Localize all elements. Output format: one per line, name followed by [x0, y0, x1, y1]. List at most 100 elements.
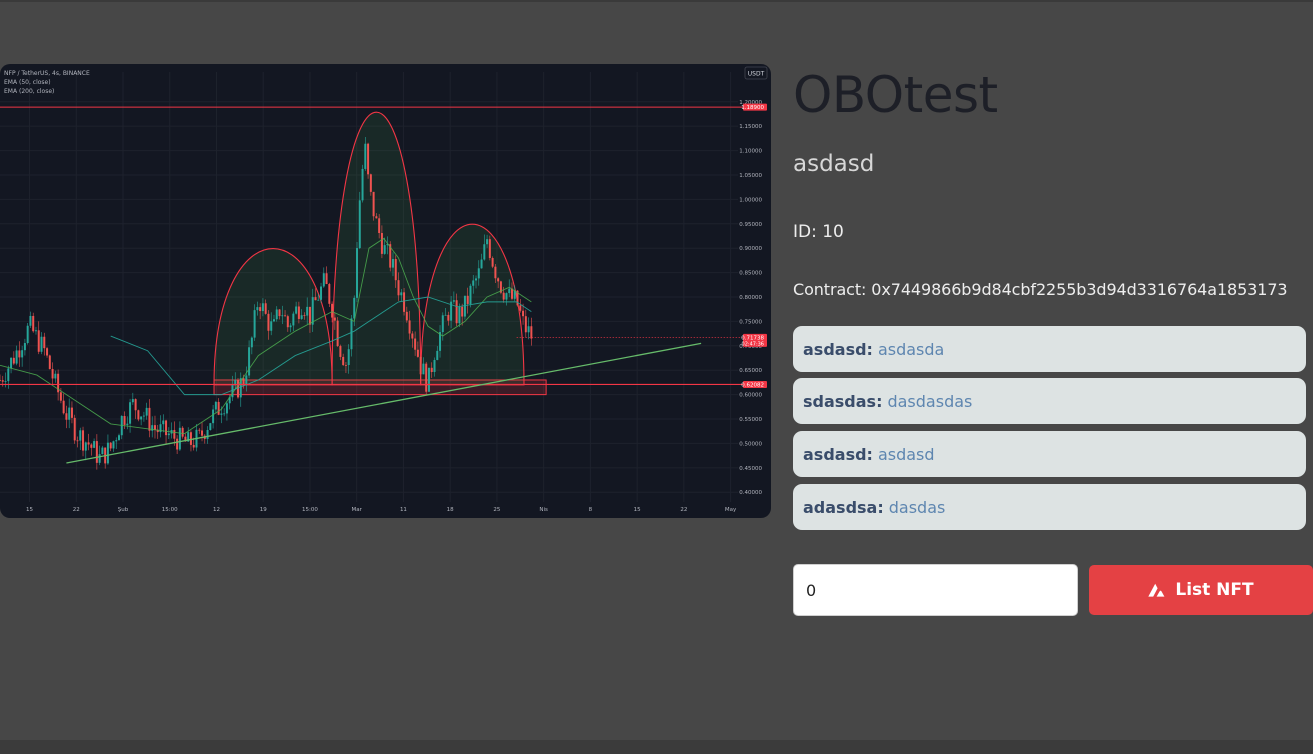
candle-body: [84, 442, 87, 451]
candle-body: [12, 357, 15, 364]
candle-body: [209, 423, 212, 430]
y-tick-label: 0.60000: [739, 393, 762, 399]
attribute-value: asdasd: [877, 444, 935, 464]
candle-body: [54, 373, 57, 379]
candle-body: [372, 191, 375, 217]
trendline: [66, 342, 702, 464]
candle-body: [391, 259, 394, 268]
y-tick-label: 0.90000: [739, 246, 762, 252]
candle-body: [344, 365, 347, 366]
candle-body: [131, 399, 134, 403]
candle-body: [416, 349, 419, 357]
candle-body: [43, 336, 46, 349]
candle-body: [272, 319, 275, 322]
attribute-item: adasdsa: dasdas: [793, 484, 1306, 530]
candle-body: [477, 268, 480, 279]
candle-body: [109, 442, 112, 449]
candle-body: [62, 400, 65, 414]
attribute-key: sdasdas:: [803, 391, 883, 411]
candle-body: [278, 309, 281, 317]
nft-contract-address: Contract: 0x7449866b9d84cbf2255b3d94d331…: [793, 280, 1288, 299]
candle-body: [469, 285, 472, 304]
candle-body: [425, 363, 428, 392]
candle-body: [242, 378, 245, 386]
candle-body: [237, 380, 240, 398]
x-tick-label: 15:00: [302, 507, 318, 513]
candle-body: [491, 257, 494, 267]
candle-body: [358, 200, 361, 249]
candle-body: [295, 306, 298, 314]
candle-body: [65, 413, 68, 420]
list-nft-button[interactable]: List NFT: [1089, 565, 1313, 615]
x-tick-label: 15: [634, 507, 641, 513]
candle-body: [527, 326, 530, 333]
candle-body: [220, 413, 223, 415]
x-tick-label: Mar: [352, 507, 363, 513]
candle-body: [173, 429, 176, 439]
candle-body: [458, 306, 461, 324]
candle-body: [153, 425, 156, 430]
top-strip: [0, 0, 1313, 2]
candle-body: [228, 397, 231, 404]
x-tick-label: 25: [493, 507, 500, 513]
candle-body: [123, 415, 126, 425]
candle-body: [306, 306, 309, 316]
candle-body: [4, 381, 7, 382]
attribute-item: asdasd: asdasda: [793, 326, 1306, 372]
candle-body: [480, 259, 483, 269]
candle-body: [1, 380, 4, 382]
price-label: 0.62082: [741, 382, 764, 388]
x-tick-label: 22: [680, 507, 687, 513]
attribute-value: dasdas: [888, 497, 946, 517]
candle-body: [23, 343, 26, 351]
y-tick-label: 0.65000: [739, 368, 762, 374]
candle-body: [347, 349, 350, 366]
attribute-key: asdasd:: [803, 339, 873, 359]
candle-body: [427, 367, 430, 392]
y-tick-label: 0.40000: [739, 490, 762, 496]
y-tick-label: 0.55000: [739, 417, 762, 423]
candle-body: [29, 315, 32, 326]
x-tick-label: Şub: [118, 507, 129, 513]
candle-body: [253, 310, 256, 338]
candle-body: [178, 427, 181, 450]
price-chart: 1.20000 1.15000 1.10000 1.05000 1.00000 0.950…: [0, 66, 768, 513]
candle-body: [364, 143, 367, 169]
candle-body: [245, 375, 248, 386]
y-tick-label: 1.15000: [739, 124, 762, 130]
candle-body: [320, 286, 323, 300]
candle-body: [378, 218, 381, 234]
candle-body: [264, 303, 267, 314]
price-label-box: [743, 103, 767, 111]
candle-body: [32, 315, 35, 332]
candle-body: [48, 355, 51, 369]
price-input[interactable]: [793, 564, 1078, 616]
candle-body: [300, 315, 303, 319]
candle-body: [134, 399, 137, 411]
candle-body: [292, 313, 295, 326]
candle-body: [331, 303, 334, 318]
candle-body: [433, 359, 436, 373]
candle-body: [411, 333, 414, 339]
candle-body: [18, 350, 21, 358]
y-tick-label: 0.85000: [739, 271, 762, 277]
candle-body: [403, 292, 406, 312]
candle-body: [256, 307, 259, 311]
candle-body: [21, 350, 24, 358]
y-tick-label: 0.50000: [739, 441, 762, 447]
candle-body: [59, 392, 62, 401]
candle-body: [70, 407, 73, 418]
candle-body: [145, 407, 148, 416]
candle-body: [322, 273, 325, 287]
candle-body: [317, 299, 320, 301]
candle-body: [142, 415, 145, 417]
candle-body: [198, 429, 201, 431]
candle-body: [519, 305, 522, 311]
candle-body: [408, 320, 411, 334]
candle-body: [430, 367, 433, 373]
candle-body: [223, 413, 226, 415]
candle-body: [115, 440, 118, 442]
x-tick-label: Nis: [539, 507, 548, 513]
candle-body: [167, 433, 170, 436]
nft-title: OBOtest: [793, 66, 998, 124]
